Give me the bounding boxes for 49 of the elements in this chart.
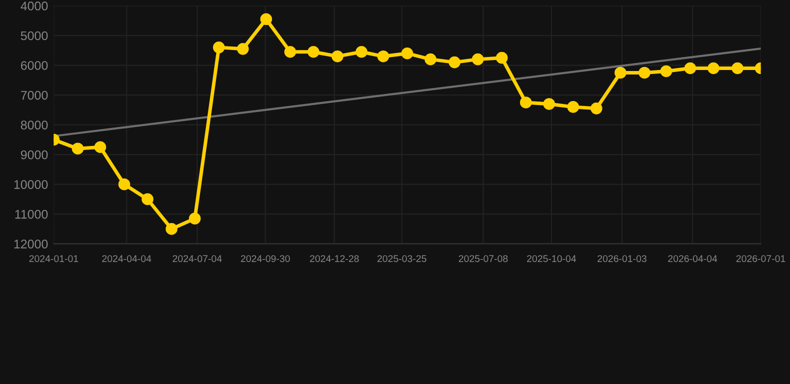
point	[638, 66, 650, 79]
point	[212, 42, 225, 54]
y-tick-label: 11000	[15, 210, 48, 219]
x-tick-label: 2026-01-03	[598, 255, 646, 262]
x-tick-label: 2024-01-01	[29, 255, 78, 262]
point	[142, 193, 154, 206]
point	[472, 53, 484, 66]
x-tick-label: 2025-07-08	[458, 255, 508, 262]
point	[448, 56, 460, 68]
x-tick-label: 2025-10-04	[527, 255, 576, 262]
point	[614, 66, 626, 79]
point	[567, 101, 580, 113]
point	[94, 141, 106, 154]
point	[166, 223, 178, 235]
y-tick-label: 7000	[21, 90, 48, 100]
point	[284, 46, 296, 58]
point	[332, 50, 344, 62]
x-tick-label: 2024-09-30	[240, 255, 290, 262]
y-tick-label: 4000	[20, 2, 48, 10]
x-tick-label: 2025-03-25	[377, 255, 426, 262]
point	[732, 62, 744, 74]
point	[260, 13, 272, 26]
x-tick-label: 2026-04-04	[668, 255, 718, 262]
point	[543, 98, 556, 110]
point	[424, 53, 436, 66]
point	[684, 62, 696, 74]
point	[708, 62, 720, 74]
point	[308, 46, 320, 58]
point	[377, 50, 390, 62]
y-tick-label: 10000	[14, 180, 48, 189]
point	[590, 102, 602, 114]
x-tick-label: 2024-12-28	[310, 255, 359, 262]
point	[496, 52, 508, 64]
point	[660, 65, 672, 78]
point	[72, 142, 84, 155]
y-tick-label: 6000	[20, 61, 48, 70]
y-tick-label: 5000	[20, 31, 48, 40]
point	[188, 212, 201, 224]
point	[520, 96, 532, 108]
x-tick-label: 2026-07-01	[736, 255, 786, 262]
y-tick-label: 12000	[14, 240, 48, 248]
y-tick-label: 8000	[20, 120, 48, 130]
x-tick-label: 2024-07-04	[172, 255, 222, 262]
point	[118, 178, 130, 190]
y-tick-label: 9000	[20, 150, 48, 160]
x-tick-label: 2024-04-04	[102, 255, 152, 262]
point	[401, 47, 414, 60]
point	[236, 43, 249, 55]
point	[356, 46, 368, 58]
